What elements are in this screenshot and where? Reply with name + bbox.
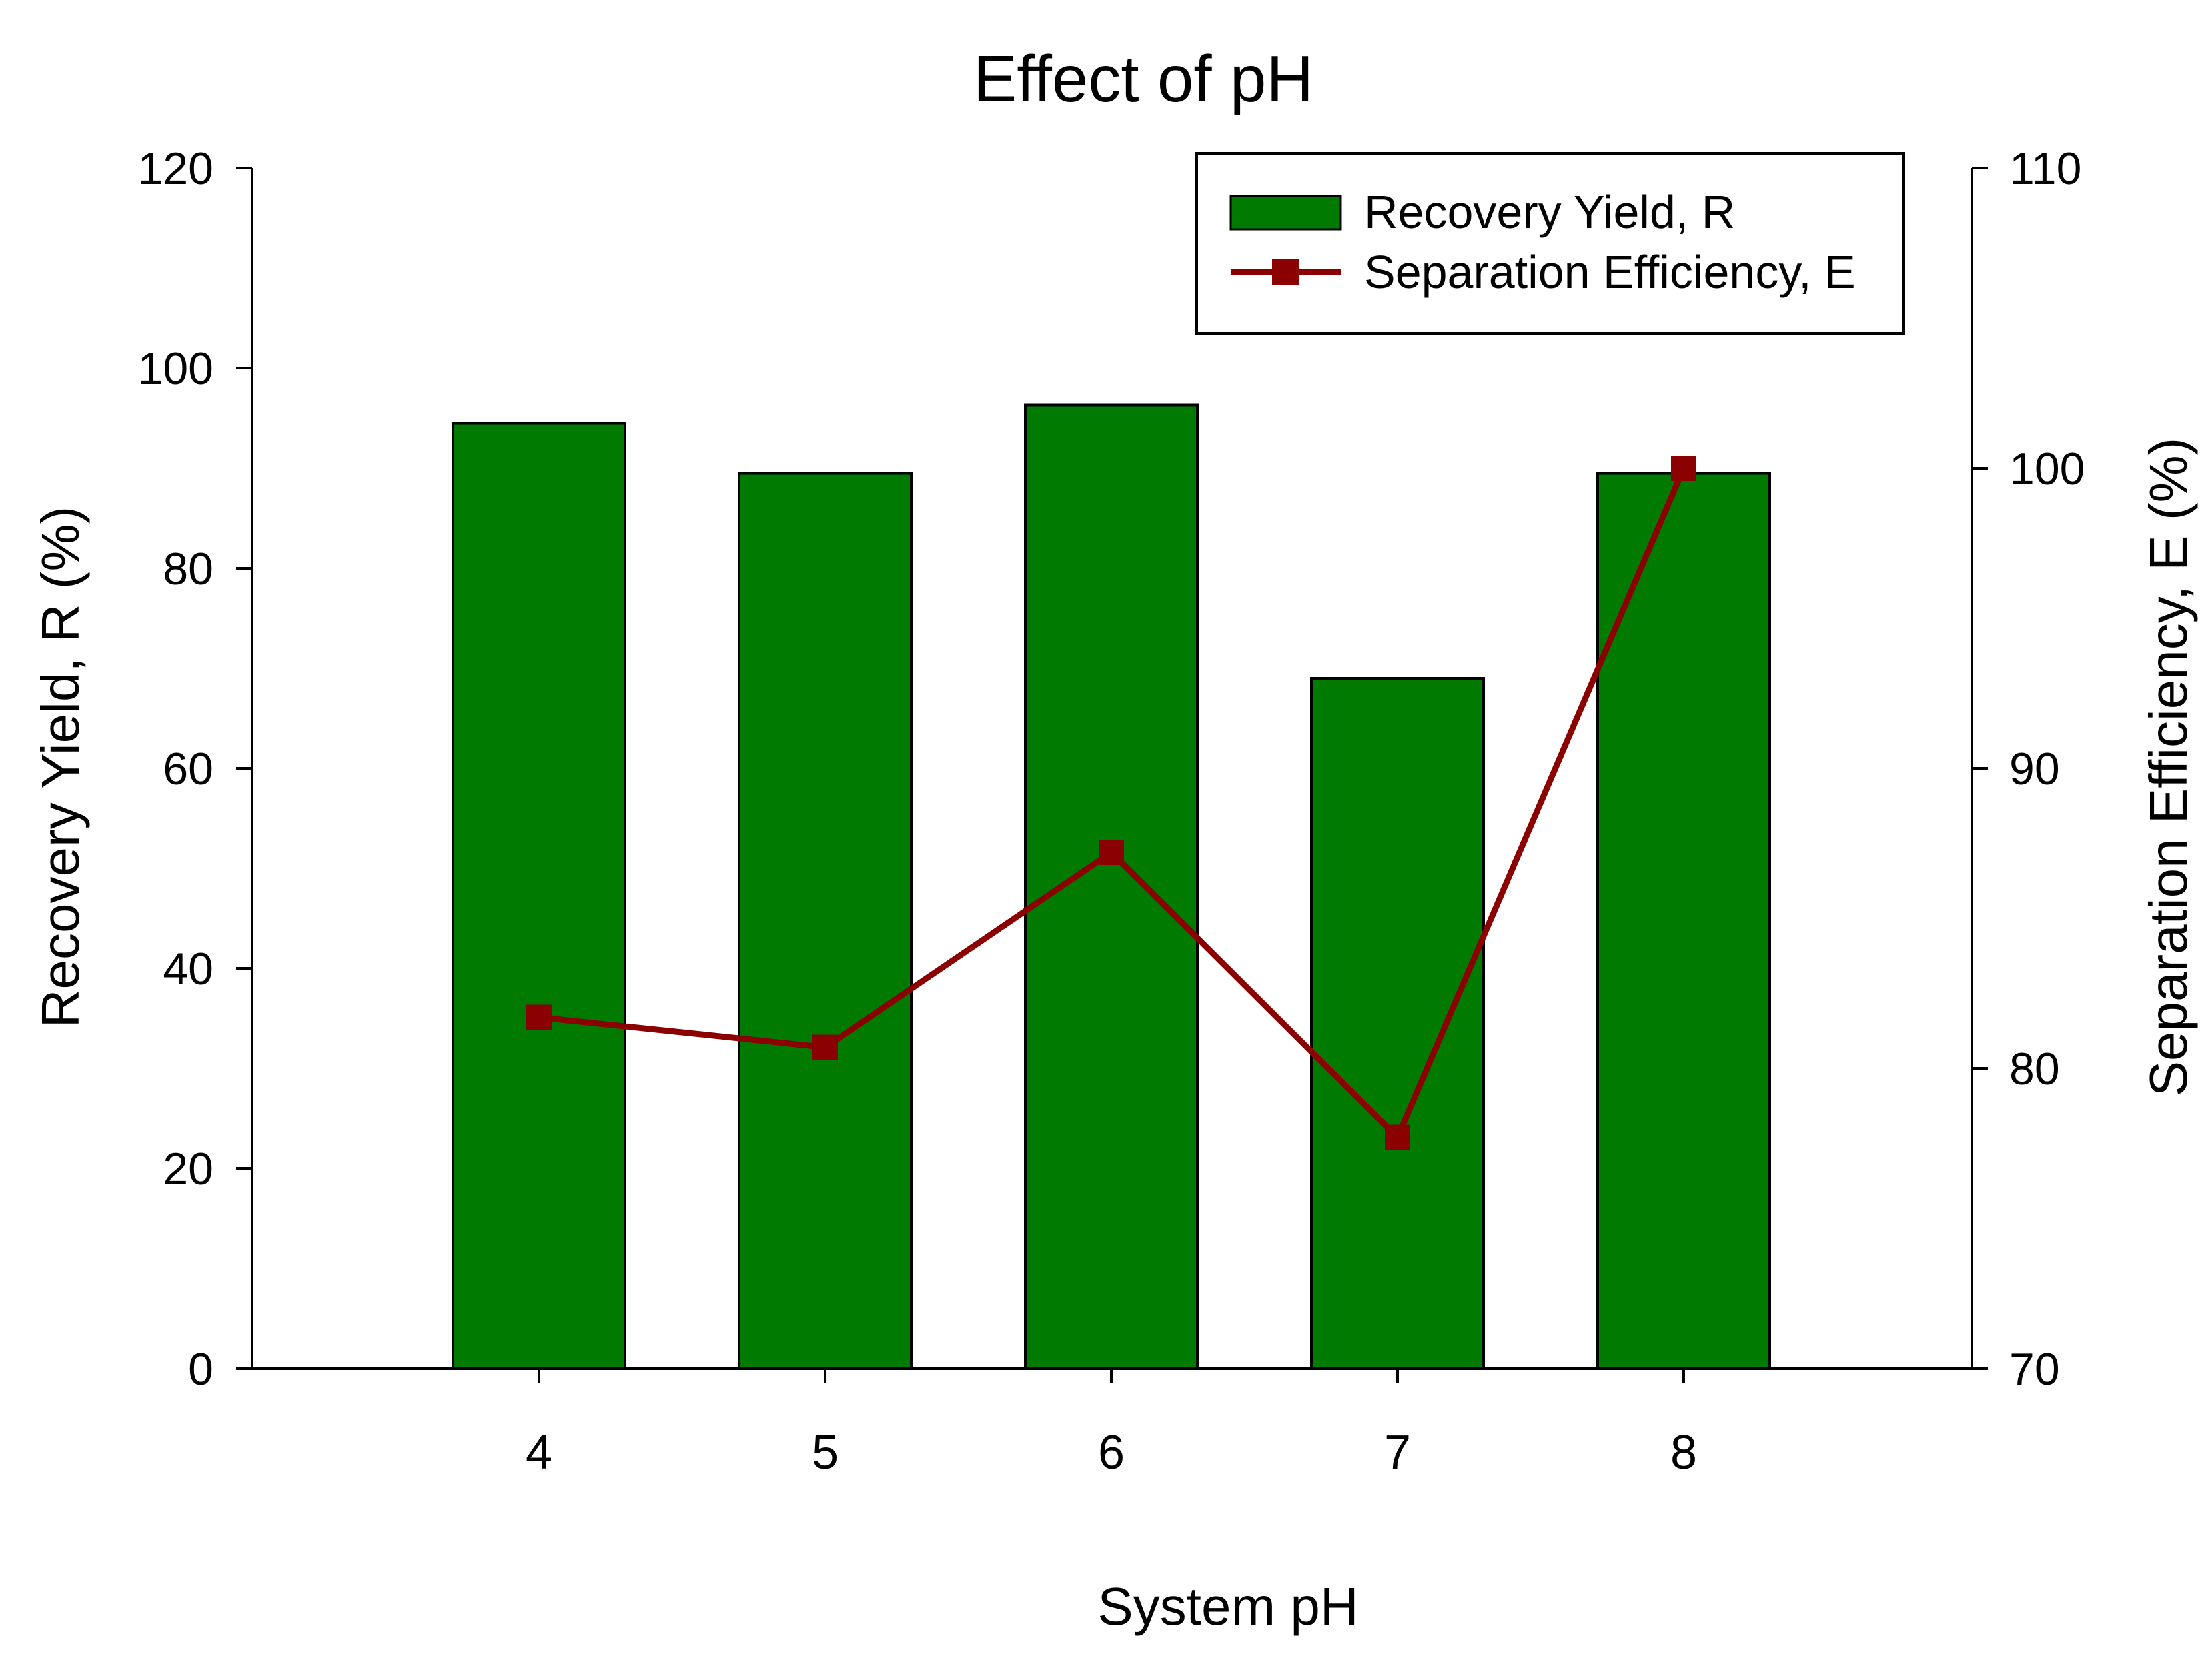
bar-ph-8 — [1596, 472, 1771, 1370]
y2-tick-label: 100 — [2009, 444, 2085, 494]
bar-ph-4 — [452, 422, 626, 1370]
legend-swatch-marker — [1272, 259, 1299, 285]
y-tick-label: 0 — [188, 1344, 213, 1395]
efficiency-marker-ph-8 — [1671, 456, 1696, 481]
y-tick-label: 60 — [163, 744, 213, 794]
line-series — [526, 456, 1696, 1150]
y-tick-label: 100 — [138, 343, 213, 394]
legend-label-separation-efficiency: Separation Efficiency, E — [1364, 246, 1856, 298]
y-tick-label: 80 — [163, 544, 213, 594]
x-axis-label: System pH — [1097, 1577, 1358, 1636]
legend-swatch-bar — [1229, 195, 1342, 231]
x-tick-label: 5 — [812, 1426, 839, 1479]
chart-title: Effect of pH — [973, 42, 1313, 115]
y2-tick-label: 70 — [2009, 1344, 2060, 1395]
bar-series — [452, 403, 1771, 1370]
bar-ph-5 — [738, 472, 913, 1370]
y2-tick-label: 80 — [2009, 1044, 2060, 1094]
legend-label-recovery-yield: Recovery Yield, R — [1364, 186, 1735, 238]
bar-ph-6 — [1024, 403, 1199, 1370]
x-tick-label: 4 — [526, 1426, 552, 1479]
legend: Recovery Yield, R Separation Efficiency,… — [1195, 152, 1905, 335]
efficiency-marker-ph-5 — [812, 1034, 838, 1060]
efficiency-marker-ph-4 — [526, 1004, 552, 1030]
axes: 0 20 40 60 80 100 120 70 80 90 100 110 4 5 6 7 8 — [138, 143, 2085, 1479]
y2-tick-label: 90 — [2009, 744, 2060, 794]
bar-ph-7 — [1310, 677, 1485, 1370]
y-tick-label: 20 — [163, 1144, 213, 1194]
efficiency-marker-ph-7 — [1385, 1124, 1410, 1150]
y-axis-label: Recovery Yield, R (%) — [31, 506, 90, 1028]
y-tick-label: 40 — [163, 944, 213, 994]
x-tick-label: 8 — [1670, 1426, 1697, 1479]
y2-tick-label: 110 — [2009, 143, 2081, 194]
efficiency-marker-ph-6 — [1099, 840, 1124, 865]
y2-axis-label: Separation Efficiency, E (%) — [2139, 438, 2198, 1097]
x-tick-label: 6 — [1098, 1426, 1125, 1479]
legend-box — [1195, 152, 1905, 335]
x-tick-label: 7 — [1384, 1426, 1411, 1479]
y-tick-label: 120 — [138, 143, 213, 194]
